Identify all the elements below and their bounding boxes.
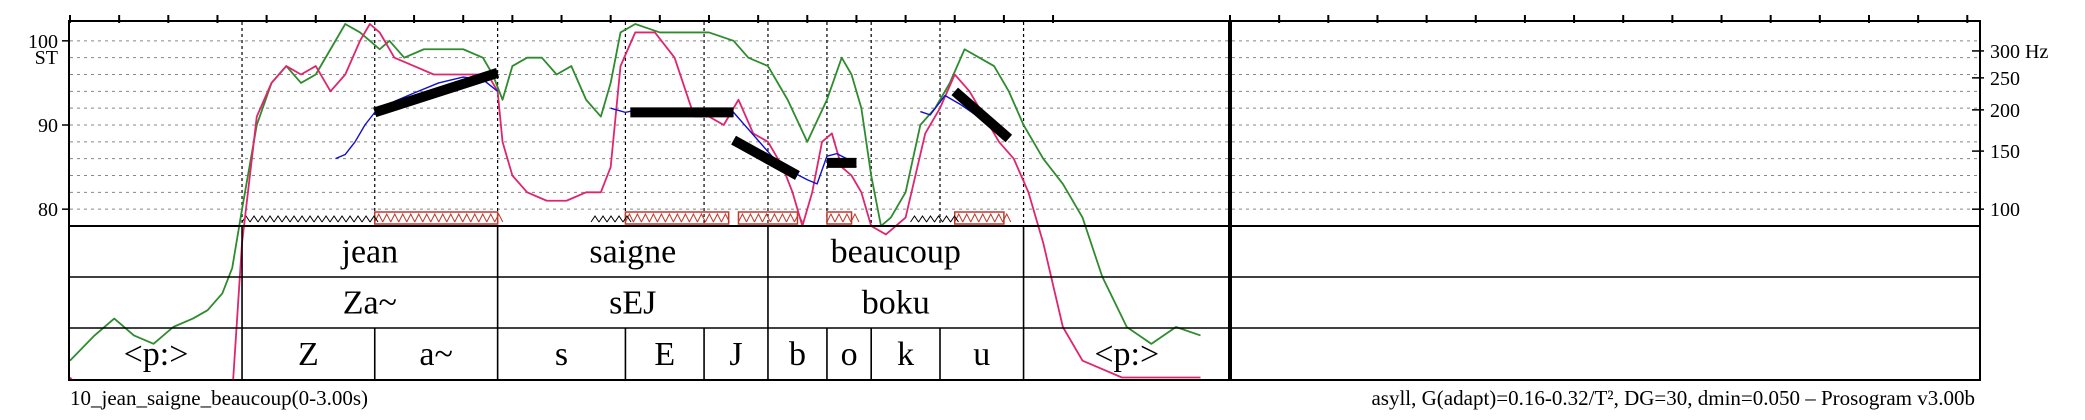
y-tick-label: 90	[38, 115, 58, 137]
intensity-curve	[70, 23, 1201, 362]
stylized-pitch-segment	[731, 135, 800, 180]
hz-tick-label: 200	[1990, 100, 2020, 122]
words-label: jean	[341, 234, 399, 271]
nucleus-hatch	[738, 212, 803, 223]
nucleus-hatch	[374, 212, 504, 223]
phones-label: u	[973, 336, 990, 373]
nucleus-hatch	[954, 212, 1012, 223]
nucleus-box	[373, 211, 499, 225]
phones-label: k	[897, 336, 914, 373]
time-ticks	[69, 15, 1969, 23]
stylization-segments	[373, 68, 1013, 180]
nucleus-hatch	[826, 212, 860, 223]
y-axis-unit: ST	[35, 47, 58, 69]
pitch_raw-curve	[70, 23, 1201, 380]
phones-label: J	[729, 336, 742, 373]
phones-label: b	[789, 336, 806, 373]
curves	[70, 23, 1201, 380]
hz-tick-label: 150	[1990, 141, 2020, 163]
nucleus-box	[737, 211, 799, 225]
words-label: saigne	[589, 234, 676, 271]
grid-lines	[70, 40, 1980, 210]
file-caption: 10_jean_saigne_beaucoup(0-3.00s)	[70, 386, 368, 410]
phones-label: Z	[298, 336, 319, 373]
nucleus-hatch	[624, 212, 730, 223]
onset-zigzag	[241, 215, 379, 223]
phones-label: <p:>	[1094, 336, 1159, 373]
hz-tick-label: 300 Hz	[1990, 41, 2048, 63]
phones-label: o	[841, 336, 858, 373]
onset-zigzag	[910, 215, 959, 223]
stylized-pitch-segment	[373, 68, 500, 118]
hz-tick-label: 100	[1990, 199, 2020, 221]
y-tick-label: 80	[38, 199, 58, 221]
pitch_contour-curve	[610, 107, 857, 185]
syllables-label: Za~	[343, 285, 397, 322]
pitch_contour-curve	[335, 76, 499, 160]
phones-label: E	[654, 336, 675, 373]
syllables-label: boku	[862, 285, 930, 322]
nucleus-box	[826, 211, 853, 225]
segment-boundaries	[241, 22, 1025, 226]
axis-labels: 100 90 80 ST 300 Hz 250 200 150 100	[28, 31, 2048, 221]
phones-label: a~	[419, 336, 453, 373]
hz-tick-label: 250	[1990, 68, 2020, 90]
onset-zigzag	[590, 215, 632, 223]
nucleus-markers	[241, 211, 1012, 225]
words-label: beaucoup	[831, 234, 961, 271]
phones-label: s	[555, 336, 568, 373]
nucleus-box	[953, 211, 1005, 225]
syllables-label: sEJ	[609, 285, 656, 322]
y-tick-label: 100	[28, 31, 58, 53]
stylized-pitch-segment	[951, 87, 1013, 143]
settings-caption: asyll, G(adapt)=0.16-0.32/T², DG=30, dmi…	[1371, 386, 1975, 410]
phones-label: <p:>	[124, 336, 189, 373]
